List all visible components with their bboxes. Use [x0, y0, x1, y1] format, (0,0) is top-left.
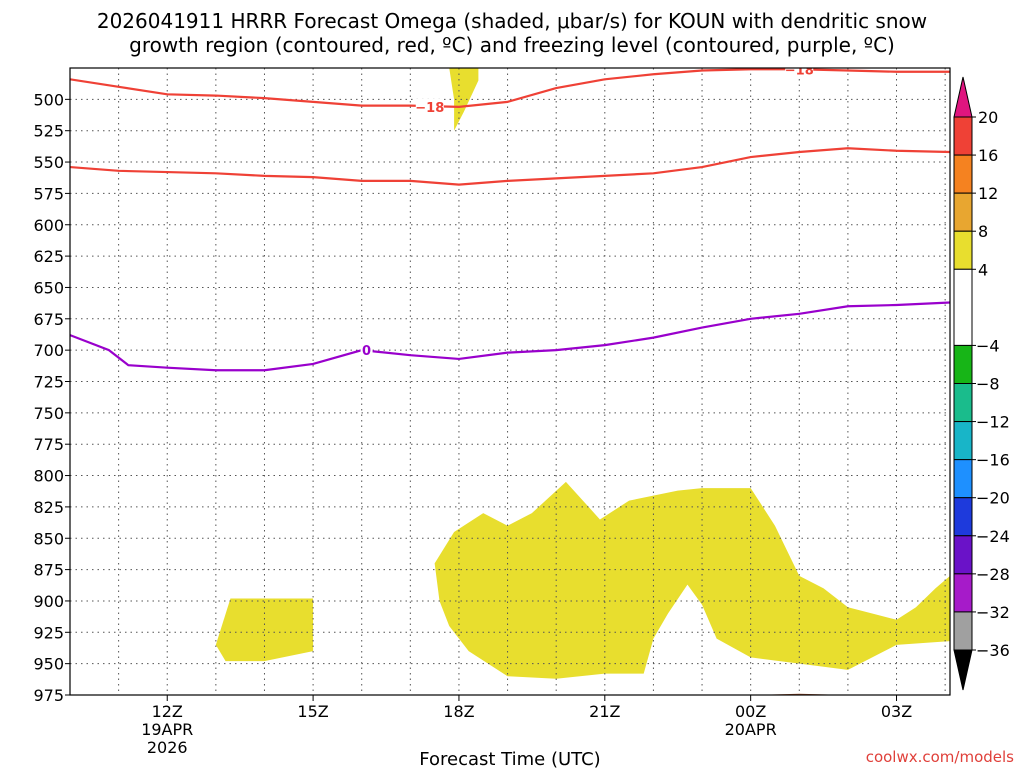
colorbar-bin-4 — [953, 268, 973, 346]
y-tick-label-500: 500 — [33, 90, 64, 109]
freezing-level-0-line — [70, 301, 950, 372]
y-tick-label-875: 875 — [33, 561, 64, 580]
colorbar-bin-10 — [953, 535, 973, 575]
colorbar-tick-label-10: −24 — [976, 527, 1010, 546]
y-tick-label-925: 925 — [33, 623, 64, 642]
y-tick-label-950: 950 — [33, 655, 64, 674]
x-tick-label-24-0: 00Z — [735, 702, 766, 721]
colorbar-top-arrow — [953, 76, 973, 118]
dgz-minus18-label-bg — [415, 98, 444, 114]
y-tick-label-700: 700 — [33, 341, 64, 360]
y-tick-label-550: 550 — [33, 153, 64, 172]
x-tick-label-12-1: 19APR — [141, 720, 193, 739]
colorbar-bin-6 — [953, 383, 973, 423]
y-tick-label-625: 625 — [33, 247, 64, 266]
x-tick-label-12-0: 12Z — [152, 702, 183, 721]
colorbar-tick-label-7: −12 — [976, 413, 1010, 432]
freezing-level-0-label-bg — [360, 342, 373, 358]
y-tick-label-850: 850 — [33, 529, 64, 548]
dgz-minus18-top-label-bg — [785, 68, 814, 77]
y-tick-label-650: 650 — [33, 278, 64, 297]
x-tick-label-27-0: 03Z — [881, 702, 912, 721]
x-tick-label-24-1: 20APR — [725, 720, 777, 739]
dgz-minus12-line — [70, 147, 950, 186]
omega-shading-layer — [215, 68, 950, 679]
x-axis-title: Forecast Time (UTC) — [419, 749, 600, 768]
dgz-minus18-line — [70, 68, 950, 108]
y-tick-label-525: 525 — [33, 122, 64, 141]
colorbar-tick-label-8: −16 — [976, 451, 1010, 470]
freezing-level-0-label: 0 — [362, 344, 371, 359]
colorbar-tick-label-11: −28 — [976, 565, 1010, 584]
colorbar-tick-label-1: 16 — [978, 146, 998, 165]
colorbar-tick-label-6: −8 — [976, 375, 1000, 394]
y-axis: 500 525 550 575 600 625 650 675 700 725 750 775 800 8… — [33, 90, 70, 705]
y-tick-label-825: 825 — [33, 498, 64, 517]
omega-4-8-upper — [449, 68, 479, 131]
colorbar-bin-1 — [953, 154, 973, 194]
colorbar-bin-5 — [953, 344, 973, 384]
grid-layer — [70, 68, 950, 696]
credit-text: coolwx.com/models — [866, 748, 1014, 766]
y-tick-label-600: 600 — [33, 216, 64, 235]
colorbar-tick-label-0: 20 — [978, 108, 998, 127]
colorbar-bin-8 — [953, 459, 973, 499]
y-tick-label-900: 900 — [33, 592, 64, 611]
y-tick-label-750: 750 — [33, 404, 64, 423]
colorbar-bin-0 — [953, 116, 973, 156]
y-tick-label-575: 575 — [33, 184, 64, 203]
y-tick-label-725: 725 — [33, 373, 64, 392]
colorbar-bottom-arrow — [953, 649, 973, 691]
colorbar-tick-label-3: 8 — [978, 222, 988, 241]
colorbar-tick-label-13: −36 — [976, 641, 1010, 660]
colorbar-bin-3 — [953, 230, 973, 270]
y-tick-label-800: 800 — [33, 467, 64, 486]
colorbar-tick-label-9: −20 — [976, 489, 1010, 508]
x-tick-label-21-0: 21Z — [589, 702, 620, 721]
contour-layer: −18 −18 0 — [70, 63, 950, 372]
colorbar-tick-label-4: 4 — [978, 260, 988, 279]
colorbar-bin-12 — [953, 611, 973, 651]
y-tick-label-775: 775 — [33, 435, 64, 454]
colorbar: 20 16 12 8 4 −4 −8 −12 −16 −20 −24 −28 −32 −36 — [953, 76, 1010, 691]
chart-title-line2: growth region (contoured, red, ºC) and f… — [129, 33, 895, 57]
y-tick-label-975: 975 — [33, 686, 64, 705]
colorbar-bin-9 — [953, 497, 973, 537]
colorbar-tick-label-2: 12 — [978, 184, 998, 203]
colorbar-bin-2 — [953, 192, 973, 232]
y-tick-label-675: 675 — [33, 310, 64, 329]
colorbar-tick-label-12: −32 — [976, 603, 1010, 622]
dgz-minus18-top-label: −18 — [785, 63, 814, 78]
chart-title-line1: 2026041911 HRRR Forecast Omega (shaded, … — [97, 9, 927, 33]
colorbar-bin-11 — [953, 573, 973, 613]
colorbar-bin-7 — [953, 421, 973, 461]
x-tick-label-15-0: 15Z — [297, 702, 328, 721]
colorbar-tick-label-5: −4 — [976, 336, 1000, 355]
dgz-minus18-label: −18 — [415, 101, 444, 116]
x-tick-label-12-2: 2026 — [147, 738, 188, 757]
omega-4-8-lower — [434, 481, 950, 679]
x-tick-label-18-0: 18Z — [443, 702, 474, 721]
